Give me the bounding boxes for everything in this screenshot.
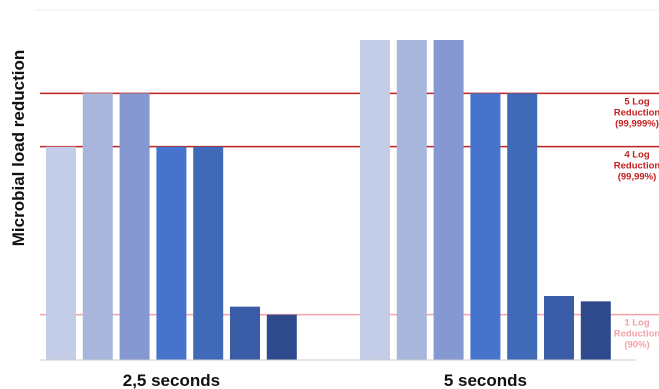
bar-1-0: [360, 40, 390, 360]
bar-0-0: [46, 146, 76, 360]
reference-label-0: 5 Log Reduction (99,999%): [614, 96, 659, 129]
reference-labels: 5 Log Reduction (99,999%)4 Log Reduction (99…: [614, 96, 659, 350]
bar-1-5: [544, 296, 574, 360]
bar-1-4: [507, 93, 538, 360]
bar-0-4: [193, 146, 224, 360]
reference-label-line: (99,999%): [615, 118, 659, 129]
category-labels: 2,5 seconds 5 seconds: [123, 371, 527, 389]
bar-0-5: [230, 306, 260, 360]
reference-label-2: 1 Log Reduction (90%): [614, 318, 659, 351]
bar-0-2: [119, 93, 150, 360]
reference-label-line: (90%): [624, 340, 649, 351]
reference-label-line: 5 Log: [624, 96, 650, 107]
bars-group: [46, 40, 611, 360]
bar-1-1: [396, 40, 427, 360]
bar-0-3: [156, 146, 187, 360]
reference-label-line: Reduction: [614, 161, 659, 172]
bar-0-1: [82, 93, 113, 360]
bar-1-3: [470, 93, 501, 360]
y-axis-label: Microbial load reduction: [9, 50, 28, 246]
bar-1-6: [580, 301, 611, 360]
reference-label-line: 4 Log: [624, 150, 650, 161]
reference-label-line: Reduction: [614, 107, 659, 118]
bar-0-6: [266, 314, 297, 360]
reference-label-line: 1 Log: [624, 318, 650, 329]
category-label-0: 2,5 seconds: [123, 371, 220, 389]
category-label-1: 5 seconds: [444, 371, 527, 389]
reference-label-1: 4 Log Reduction (99,99%): [614, 150, 659, 183]
bar-1-2: [433, 40, 464, 360]
reference-label-line: Reduction: [614, 329, 659, 340]
reference-label-line: (99,99%): [618, 172, 657, 183]
